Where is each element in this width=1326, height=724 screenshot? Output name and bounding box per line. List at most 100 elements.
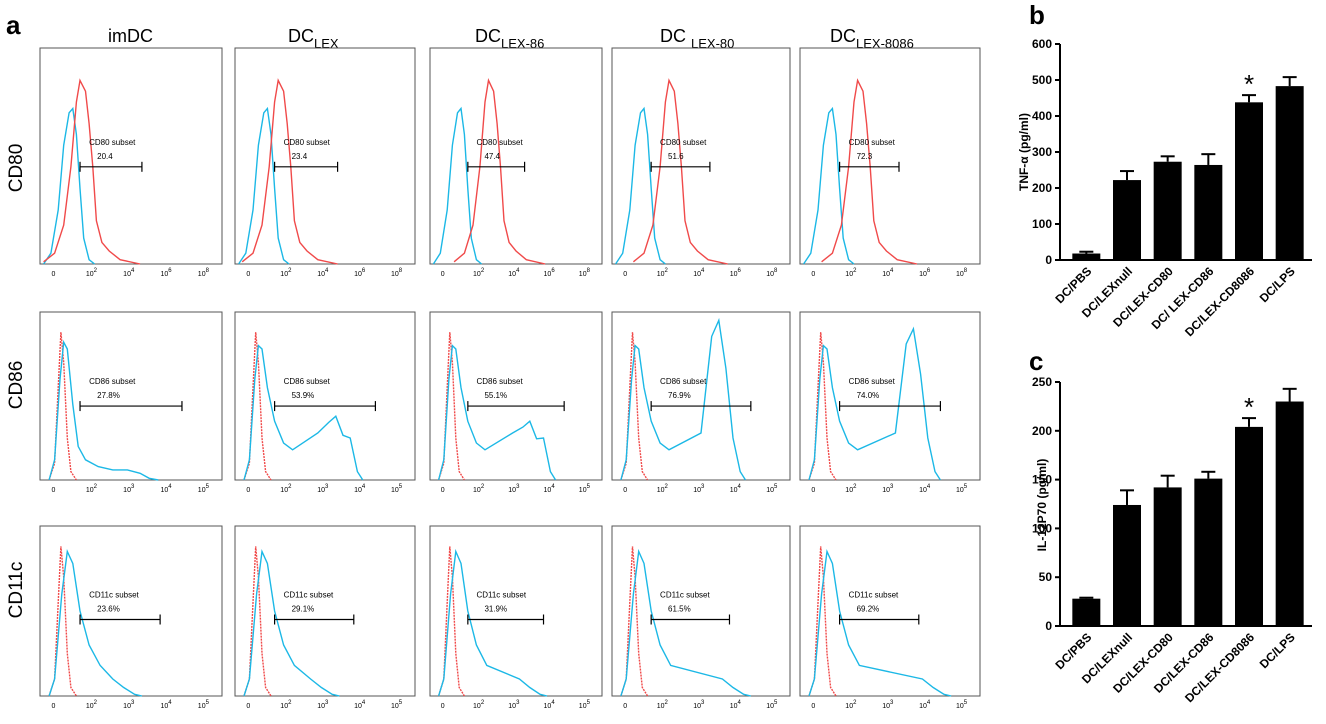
tick-exponent: 5 — [964, 700, 968, 706]
axis-tick-label: 105 — [579, 484, 591, 494]
axis-tick-label: 105 — [198, 700, 210, 710]
axis-tick-label: 102 — [473, 700, 485, 710]
tick-exponent: 2 — [288, 268, 292, 274]
y-tick-label: 50 — [1039, 570, 1053, 584]
tick-exponent: 5 — [206, 484, 210, 490]
tick-base: 10 — [198, 703, 206, 710]
gate-value: 31.9% — [484, 605, 507, 614]
gate-label: CD11c subset — [476, 591, 526, 600]
axis-tick-label: 0 — [441, 703, 445, 710]
plot-frame — [611, 47, 791, 265]
axis-tick-label: 103 — [882, 700, 894, 710]
tick-base: 10 — [198, 271, 206, 278]
stained-histogram — [437, 548, 548, 697]
tick-exponent: 4 — [551, 700, 555, 706]
tick-exponent: 4 — [927, 484, 931, 490]
axis-tick-label: 105 — [956, 484, 968, 494]
tick-base: 10 — [86, 271, 94, 278]
gate-label: CD80 subset — [89, 138, 136, 147]
tick-exponent: 6 — [362, 268, 366, 274]
y-tick-label: 300 — [1032, 145, 1052, 159]
gate-value: 23.6% — [97, 605, 120, 614]
tick-exponent: 2 — [481, 484, 485, 490]
control-histogram — [803, 106, 855, 265]
axis-tick-label: 104 — [354, 700, 366, 710]
tick-exponent: 2 — [665, 484, 669, 490]
axis-tick-label: 102 — [86, 268, 98, 278]
y-tick-label: 150 — [1032, 473, 1052, 487]
tick-exponent: 4 — [516, 268, 520, 274]
tick-base: 10 — [766, 271, 774, 278]
tick-base: 10 — [198, 487, 206, 494]
gate-value: 69.2% — [857, 605, 880, 614]
tick-base: 10 — [956, 271, 964, 278]
axis-tick-label: 105 — [956, 700, 968, 710]
stained-histogram — [632, 78, 728, 265]
plot-frame — [234, 311, 416, 481]
tick-exponent: 6 — [551, 268, 555, 274]
axis-tick-label: 102 — [280, 484, 292, 494]
tick-base: 10 — [317, 703, 325, 710]
axis-tick-label: 102 — [657, 268, 669, 278]
stained-histogram — [821, 78, 918, 265]
tick-base: 10 — [508, 271, 516, 278]
axis-tick-label: 104 — [123, 268, 135, 278]
stained-histogram — [808, 548, 952, 697]
column-header-sub: LEX-8086 — [856, 36, 914, 51]
tick-exponent: 4 — [168, 484, 172, 490]
tick-exponent: 8 — [587, 268, 591, 274]
stained-histogram — [243, 344, 364, 481]
tick-exponent: 8 — [399, 268, 403, 274]
stained-histogram — [437, 344, 557, 481]
control-histogram — [43, 106, 96, 265]
column-header-sub: LEX — [314, 36, 339, 51]
tick-base: 10 — [845, 703, 853, 710]
tick-base: 10 — [544, 487, 552, 494]
y-tick-label: 500 — [1032, 73, 1052, 87]
row-label-cd11c: CD11c — [6, 562, 27, 619]
axis-tick-label: 106 — [544, 268, 556, 278]
plot-frame — [799, 47, 981, 265]
axis-tick-label: 0 — [623, 703, 627, 710]
plot-frame — [39, 47, 223, 265]
tick-exponent: 4 — [325, 268, 329, 274]
axis-tick-label: 104 — [508, 268, 520, 278]
tick-exponent: 5 — [206, 700, 210, 706]
row-label-cd86: CD86 — [6, 361, 27, 410]
tick-exponent: 2 — [94, 268, 98, 274]
gate-label: CD80 subset — [660, 138, 707, 147]
bar — [1275, 86, 1304, 261]
plot-frame — [39, 311, 223, 481]
axis-tick-label: 104 — [160, 484, 172, 494]
stained-histogram — [620, 548, 751, 697]
tick-exponent: 3 — [516, 700, 520, 706]
stained-histogram — [48, 339, 159, 481]
tick-exponent: 4 — [738, 700, 742, 706]
tick-exponent: 3 — [890, 484, 894, 490]
axis-tick-label: 108 — [198, 268, 210, 278]
axis-tick-label: 102 — [86, 700, 98, 710]
y-tick-label: 0 — [1045, 619, 1052, 633]
tick-base: 10 — [579, 703, 587, 710]
axis-tick-label: 102 — [845, 484, 857, 494]
category-label: DC/LPS — [1257, 630, 1298, 671]
plot-frame — [799, 525, 981, 697]
gate-value: 29.1% — [292, 605, 315, 614]
axis-tick-label: 104 — [693, 268, 705, 278]
gate-label: CD86 subset — [849, 377, 896, 386]
tick-base: 10 — [657, 703, 665, 710]
category-label: DC/LEX-CD8086 — [1182, 630, 1257, 705]
column-header-1: imDC — [108, 26, 153, 46]
plot-frame — [39, 525, 223, 697]
column-header-3: DCLEX-86 — [475, 26, 544, 51]
tick-base: 10 — [473, 271, 481, 278]
tick-exponent: 3 — [516, 484, 520, 490]
axis-tick-label: 0 — [246, 487, 250, 494]
tick-base: 10 — [354, 703, 362, 710]
tick-base: 10 — [882, 487, 890, 494]
tick-exponent: 4 — [890, 268, 894, 274]
flow-cytometry-grid: imDC DCLEX DCLEX-86 DC LEX-80 DCLEX-8086CD80… — [6, 26, 981, 710]
tick-exponent: 5 — [587, 484, 591, 490]
stained-histogram — [453, 78, 546, 265]
